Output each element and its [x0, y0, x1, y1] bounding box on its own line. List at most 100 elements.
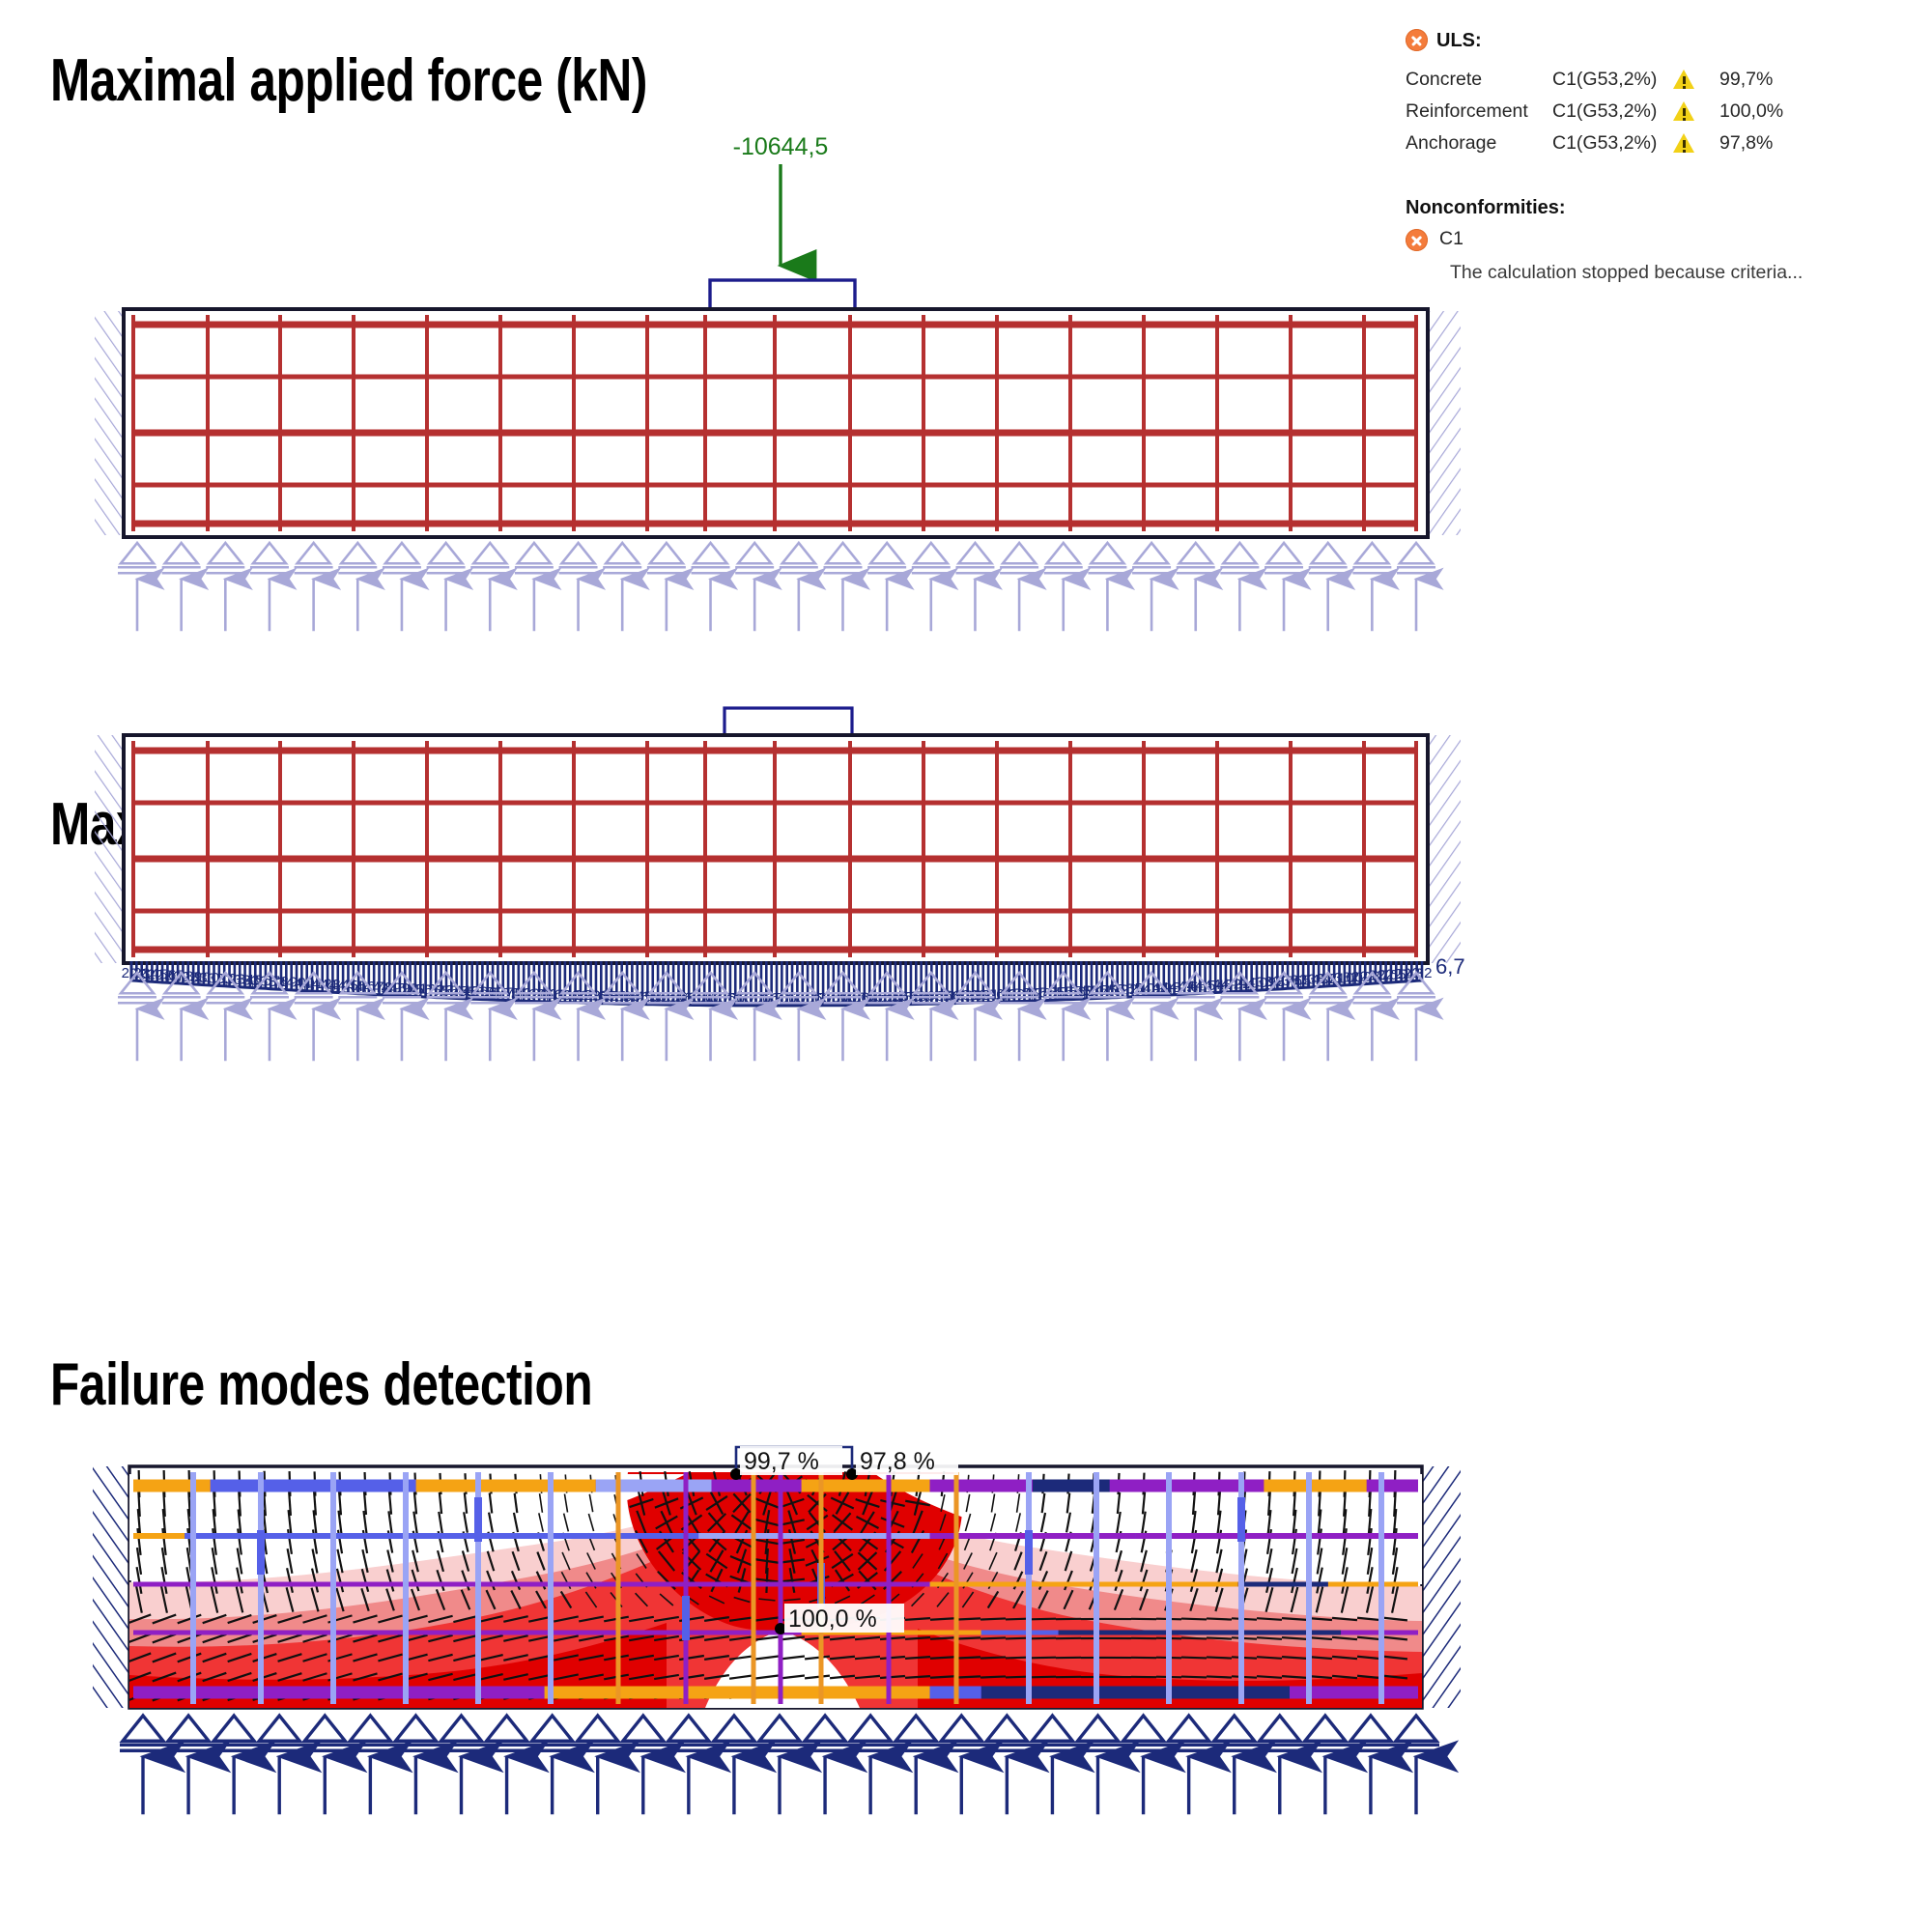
- crack-mark: [1390, 1586, 1400, 1613]
- crack-mark: [904, 1675, 931, 1679]
- support-triangle-icon: [483, 1713, 531, 1743]
- crack-mark: [485, 1589, 497, 1610]
- crack-mark: [252, 1613, 277, 1625]
- crack-mark: [1206, 1636, 1233, 1640]
- stress-value-label: 2,7: [164, 968, 185, 984]
- crack-mark: [779, 1635, 806, 1641]
- crack-mark: [830, 1496, 855, 1510]
- crack-mark: [162, 1489, 166, 1518]
- reinforcement-stirrup-bars: [190, 1472, 1384, 1704]
- crack-mark: [236, 1567, 243, 1594]
- crack-mark: [728, 1616, 755, 1622]
- crack-mark: [659, 1593, 674, 1606]
- crack-mark: [460, 1589, 471, 1610]
- crack-mark: [763, 1510, 771, 1535]
- crack-mark: [1180, 1617, 1208, 1621]
- support-triangle-icon: [823, 970, 863, 995]
- crack-mark: [1030, 1656, 1057, 1660]
- support-triangle-icon: [1210, 1713, 1259, 1743]
- crack-mark: [336, 1548, 344, 1574]
- crack-mark: [1015, 1513, 1021, 1532]
- crack-mark: [137, 1489, 141, 1518]
- crack-mark: [929, 1675, 956, 1679]
- crack-mark: [1116, 1492, 1122, 1515]
- crack-mark: [1040, 1492, 1046, 1514]
- support-triangle-icon: [1177, 540, 1215, 565]
- crack-mark: [302, 1614, 327, 1624]
- crack-mark: [211, 1567, 218, 1594]
- crack-mark: [503, 1634, 528, 1642]
- crack-mark: [412, 1549, 419, 1573]
- crack-mark: [912, 1553, 923, 1569]
- support-row: [118, 970, 1444, 1062]
- utilisation-callouts: 99,7 % 97,8 % 100,0 %: [730, 1445, 958, 1634]
- diagram-failure-modes[interactable]: 99,7 % 97,8 % 100,0 %: [87, 1439, 1468, 1922]
- right-fixity-hatch: [1424, 735, 1461, 963]
- crack-mark: [385, 1588, 395, 1611]
- nonconformity-item[interactable]: C1: [1406, 229, 1908, 251]
- crack-mark: [753, 1674, 781, 1680]
- support-triangle-icon: [206, 540, 245, 565]
- support-triangle-icon: [294, 970, 333, 995]
- diagram-contact-stress[interactable]: 2,2 2,3 2,4 2,5 2,6 2,7 2,8 2,9 3,0 3,0 3,1 3,2 3,3 3…: [87, 700, 1468, 1067]
- crack-mark: [554, 1634, 579, 1642]
- crack-mark: [461, 1570, 470, 1591]
- crack-mark: [654, 1497, 679, 1509]
- results-panel: ULS: Concrete C1(G53,2%) 99,7% Reinforce…: [1406, 29, 1908, 283]
- diagram-applied-force[interactable]: -10644,5: [87, 126, 1468, 744]
- crack-mark: [287, 1509, 293, 1536]
- crack-mark: [212, 1509, 217, 1536]
- crack-mark: [1356, 1655, 1383, 1661]
- crack-mark: [461, 1550, 470, 1572]
- crack-mark: [586, 1552, 596, 1570]
- crack-mark: [136, 1508, 142, 1537]
- crack-mark: [804, 1635, 831, 1641]
- crack-mark: [678, 1654, 705, 1662]
- stress-value-label: 2,5: [147, 967, 167, 983]
- callout-anchor-dot: [846, 1468, 858, 1480]
- crack-mark: [728, 1635, 755, 1641]
- stress-value-label: 2,6: [156, 967, 176, 983]
- crack-mark: [787, 1510, 797, 1535]
- crack-mark: [202, 1633, 227, 1644]
- crack-mark: [1030, 1675, 1057, 1679]
- crack-mark: [1215, 1548, 1223, 1574]
- failure-modes-canvas: 99,7 % 97,8 % 100,0 %: [93, 1445, 1461, 1815]
- support-triangle-icon: [426, 540, 466, 565]
- crack-mark: [653, 1673, 680, 1681]
- uls-row-name: Anchorage: [1406, 131, 1497, 154]
- crack-mark: [710, 1568, 724, 1593]
- crack-mark: [733, 1596, 751, 1604]
- crack-mark: [629, 1673, 654, 1681]
- crack-mark: [1030, 1636, 1057, 1640]
- crack-mark: [211, 1548, 218, 1575]
- crack-mark: [562, 1513, 570, 1532]
- crack-mark: [411, 1588, 420, 1611]
- support-triangle-icon: [206, 970, 245, 995]
- crack-mark: [636, 1553, 647, 1569]
- crack-mark: [1012, 1590, 1024, 1609]
- crack-mark: [236, 1548, 243, 1575]
- stress-value-label: 4,7: [364, 979, 384, 995]
- crack-mark: [831, 1514, 854, 1531]
- crack-mark: [335, 1587, 345, 1612]
- stress-value-label: 2,6: [1378, 967, 1398, 983]
- crack-mark: [1392, 1527, 1398, 1556]
- crack-mark: [703, 1655, 730, 1661]
- crack-mark: [736, 1548, 748, 1574]
- support-triangle-icon: [1088, 970, 1127, 995]
- stress-value-label: 3,4: [234, 972, 254, 988]
- stress-value-label: 3,2: [216, 971, 237, 987]
- crack-mark: [936, 1592, 950, 1607]
- crack-mark: [1180, 1675, 1208, 1679]
- crack-mark: [1392, 1508, 1398, 1537]
- crack-mark: [1015, 1493, 1021, 1513]
- crack-mark: [703, 1616, 730, 1622]
- crack-mark: [954, 1636, 981, 1640]
- crack-mark: [353, 1634, 378, 1643]
- crack-mark: [285, 1587, 295, 1612]
- crack-mark: [879, 1635, 906, 1641]
- crack-mark: [277, 1634, 302, 1643]
- crack-mark: [1292, 1509, 1297, 1536]
- stress-value-label: 3,5: [242, 973, 263, 989]
